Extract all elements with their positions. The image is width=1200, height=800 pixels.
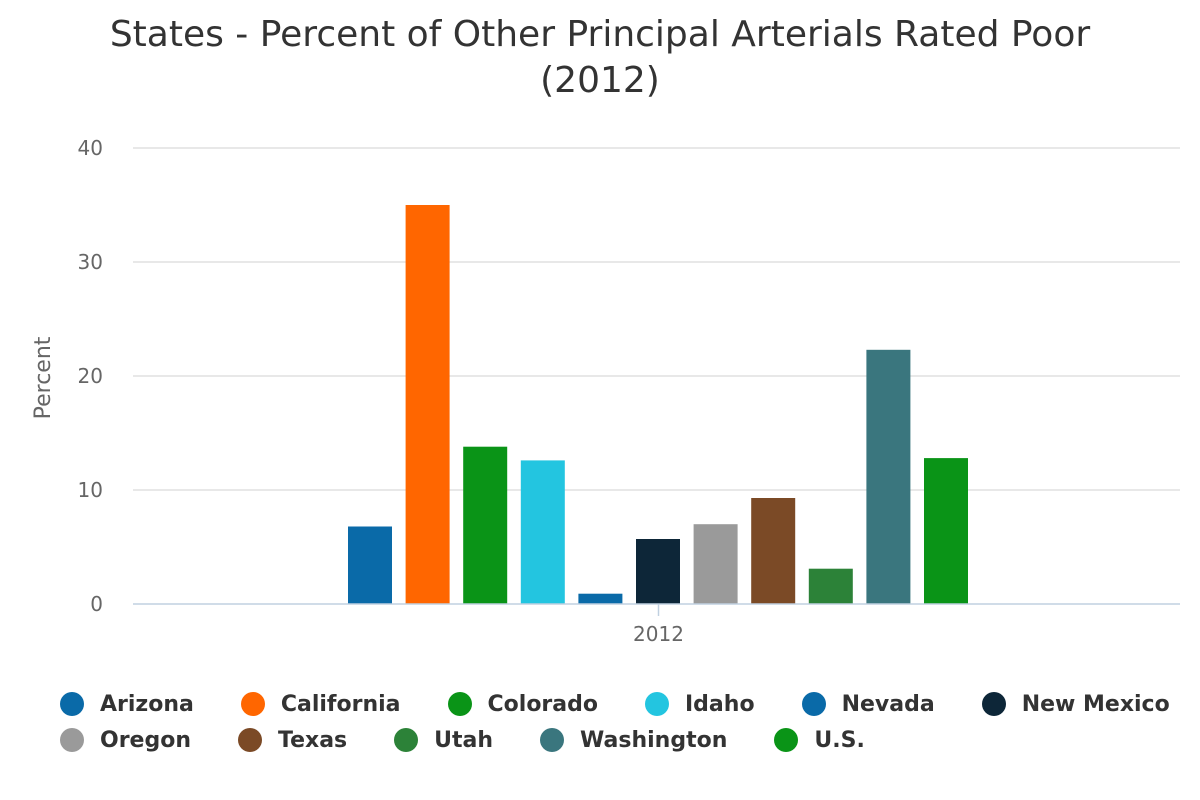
legend-label: California [280,691,401,717]
legend-marker-icon [774,728,799,752]
bar-new-mexico [636,539,680,604]
bar-nevada [578,593,623,604]
legend-label: Nevada [841,691,935,717]
legend-item-washington[interactable]: Washington [540,728,727,753]
legend-item-new-mexico[interactable]: New Mexico [981,691,1170,717]
legend-marker-icon [981,692,1006,716]
legend-item-california[interactable]: California [240,691,401,717]
legend-marker-icon [60,692,84,716]
legend-item-oregon[interactable]: Oregon [60,728,191,753]
bar-chart: 0 10 20 30 40 Percent 2012 [31,136,1180,646]
legend-marker-icon [447,692,472,716]
legend-marker-icon [240,692,265,716]
legend-item-utah[interactable]: Utah [394,728,493,753]
legend-item-colorado[interactable]: Colorado [447,691,598,717]
legend-label: Washington [580,727,728,753]
bar-colorado [463,446,508,604]
legend-item-arizona[interactable]: Arizona [60,692,194,717]
bar-california [405,205,450,604]
legend-label: Oregon [100,727,191,753]
bar-arizona [348,526,392,604]
x-axis-category-label: 2012 [633,622,684,646]
legend-marker-icon [801,692,826,716]
chart-title: States - Percent of Other Principal Arte… [0,12,1200,104]
legend-label: New Mexico [1021,691,1170,717]
legend-marker-icon [394,728,419,752]
y-tick-label: 30 [78,250,103,274]
y-tick-label: 0 [90,592,103,616]
bar-oregon [693,524,738,604]
legend-marker-icon [60,728,84,752]
y-tick-label: 20 [78,364,103,388]
legend-row: Oregon Texas Utah Washington U.S. [60,722,1170,758]
legend-label: Utah [434,727,494,753]
bars [348,205,968,604]
legend-row: Arizona California Colorado Idaho Nevada New … [60,686,1170,722]
legend-item-texas[interactable]: Texas [238,728,347,753]
y-tick-label: 40 [78,136,103,160]
legend: Arizona California Colorado Idaho Nevada New … [60,686,1170,758]
legend-label: U.S. [814,727,865,753]
legend-item-u-s[interactable]: U.S. [774,727,865,753]
legend-marker-icon [238,728,262,752]
legend-label: Idaho [685,691,755,717]
y-tick-label: 10 [78,478,103,502]
bar-washington [866,349,911,604]
y-axis-title: Percent [31,336,56,419]
legend-label: Texas [278,727,348,753]
legend-marker-icon [540,728,565,752]
bar-u-s [924,458,968,604]
legend-marker-icon [645,692,669,716]
gridlines [133,147,1180,491]
chart-title-line-2: (2012) [540,60,660,101]
bar-utah [808,568,853,604]
legend-item-nevada[interactable]: Nevada [801,691,935,717]
legend-label: Colorado [487,691,598,717]
y-axis-ticks: 0 10 20 30 40 [78,136,103,616]
legend-label: Arizona [100,691,194,717]
chart-title-line-1: States - Percent of Other Principal Arte… [109,14,1091,55]
bar-texas [751,498,796,604]
legend-item-idaho[interactable]: Idaho [645,692,755,717]
bar-idaho [520,460,565,604]
